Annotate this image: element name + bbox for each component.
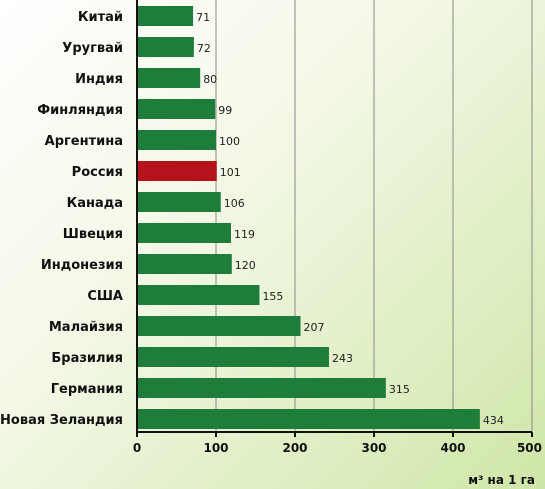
x-axis-label: м³ на 1 га (468, 473, 535, 487)
x-tick-label-0: 0 (133, 441, 141, 455)
bar-13 (137, 409, 480, 429)
bar-4 (137, 130, 216, 150)
category-label-2: Индия (75, 72, 123, 87)
category-label-12: Германия (51, 382, 123, 397)
value-label-5: 101 (220, 166, 241, 179)
bar-10 (137, 316, 301, 336)
value-label-9: 155 (262, 290, 283, 303)
value-label-12: 315 (389, 383, 410, 396)
category-label-10: Малайзия (49, 320, 123, 335)
value-label-6: 106 (224, 197, 245, 210)
category-label-8: Индонезия (41, 258, 123, 273)
bar-11 (137, 347, 329, 367)
bar-8 (137, 254, 232, 274)
x-tick-label-4: 400 (440, 441, 465, 455)
value-label-13: 434 (483, 414, 504, 427)
value-label-7: 119 (234, 228, 255, 241)
category-label-11: Бразилия (51, 351, 123, 366)
x-tick-label-5: 500 (517, 441, 542, 455)
x-tick-label-2: 200 (282, 441, 307, 455)
bar-12 (137, 378, 386, 398)
bar-3 (137, 99, 216, 119)
bar-7 (137, 223, 232, 243)
category-label-4: Аргентина (45, 134, 123, 149)
category-label-9: США (87, 289, 123, 304)
value-label-4: 100 (219, 135, 240, 148)
bar-5 (137, 161, 217, 181)
value-label-0: 71 (196, 11, 210, 24)
x-tick-label-1: 100 (203, 441, 228, 455)
category-label-7: Швеция (63, 227, 123, 242)
value-label-11: 243 (332, 352, 353, 365)
bar-2 (137, 68, 201, 88)
category-label-0: Китай (78, 10, 123, 25)
value-label-2: 80 (203, 73, 217, 86)
x-tick-label-3: 300 (361, 441, 386, 455)
category-label-3: Финляндия (37, 103, 123, 118)
value-label-10: 207 (304, 321, 325, 334)
bar-9 (137, 285, 260, 305)
category-label-6: Канада (67, 196, 123, 211)
category-label-1: Уругвай (62, 41, 123, 56)
category-label-13: Новая Зеландия (0, 413, 123, 428)
bar-1 (137, 37, 194, 57)
bar-0 (137, 6, 194, 26)
value-label-3: 99 (218, 104, 232, 117)
category-label-5: Россия (72, 165, 123, 180)
bar-6 (137, 192, 221, 212)
value-label-8: 120 (235, 259, 256, 272)
value-label-1: 72 (197, 42, 211, 55)
